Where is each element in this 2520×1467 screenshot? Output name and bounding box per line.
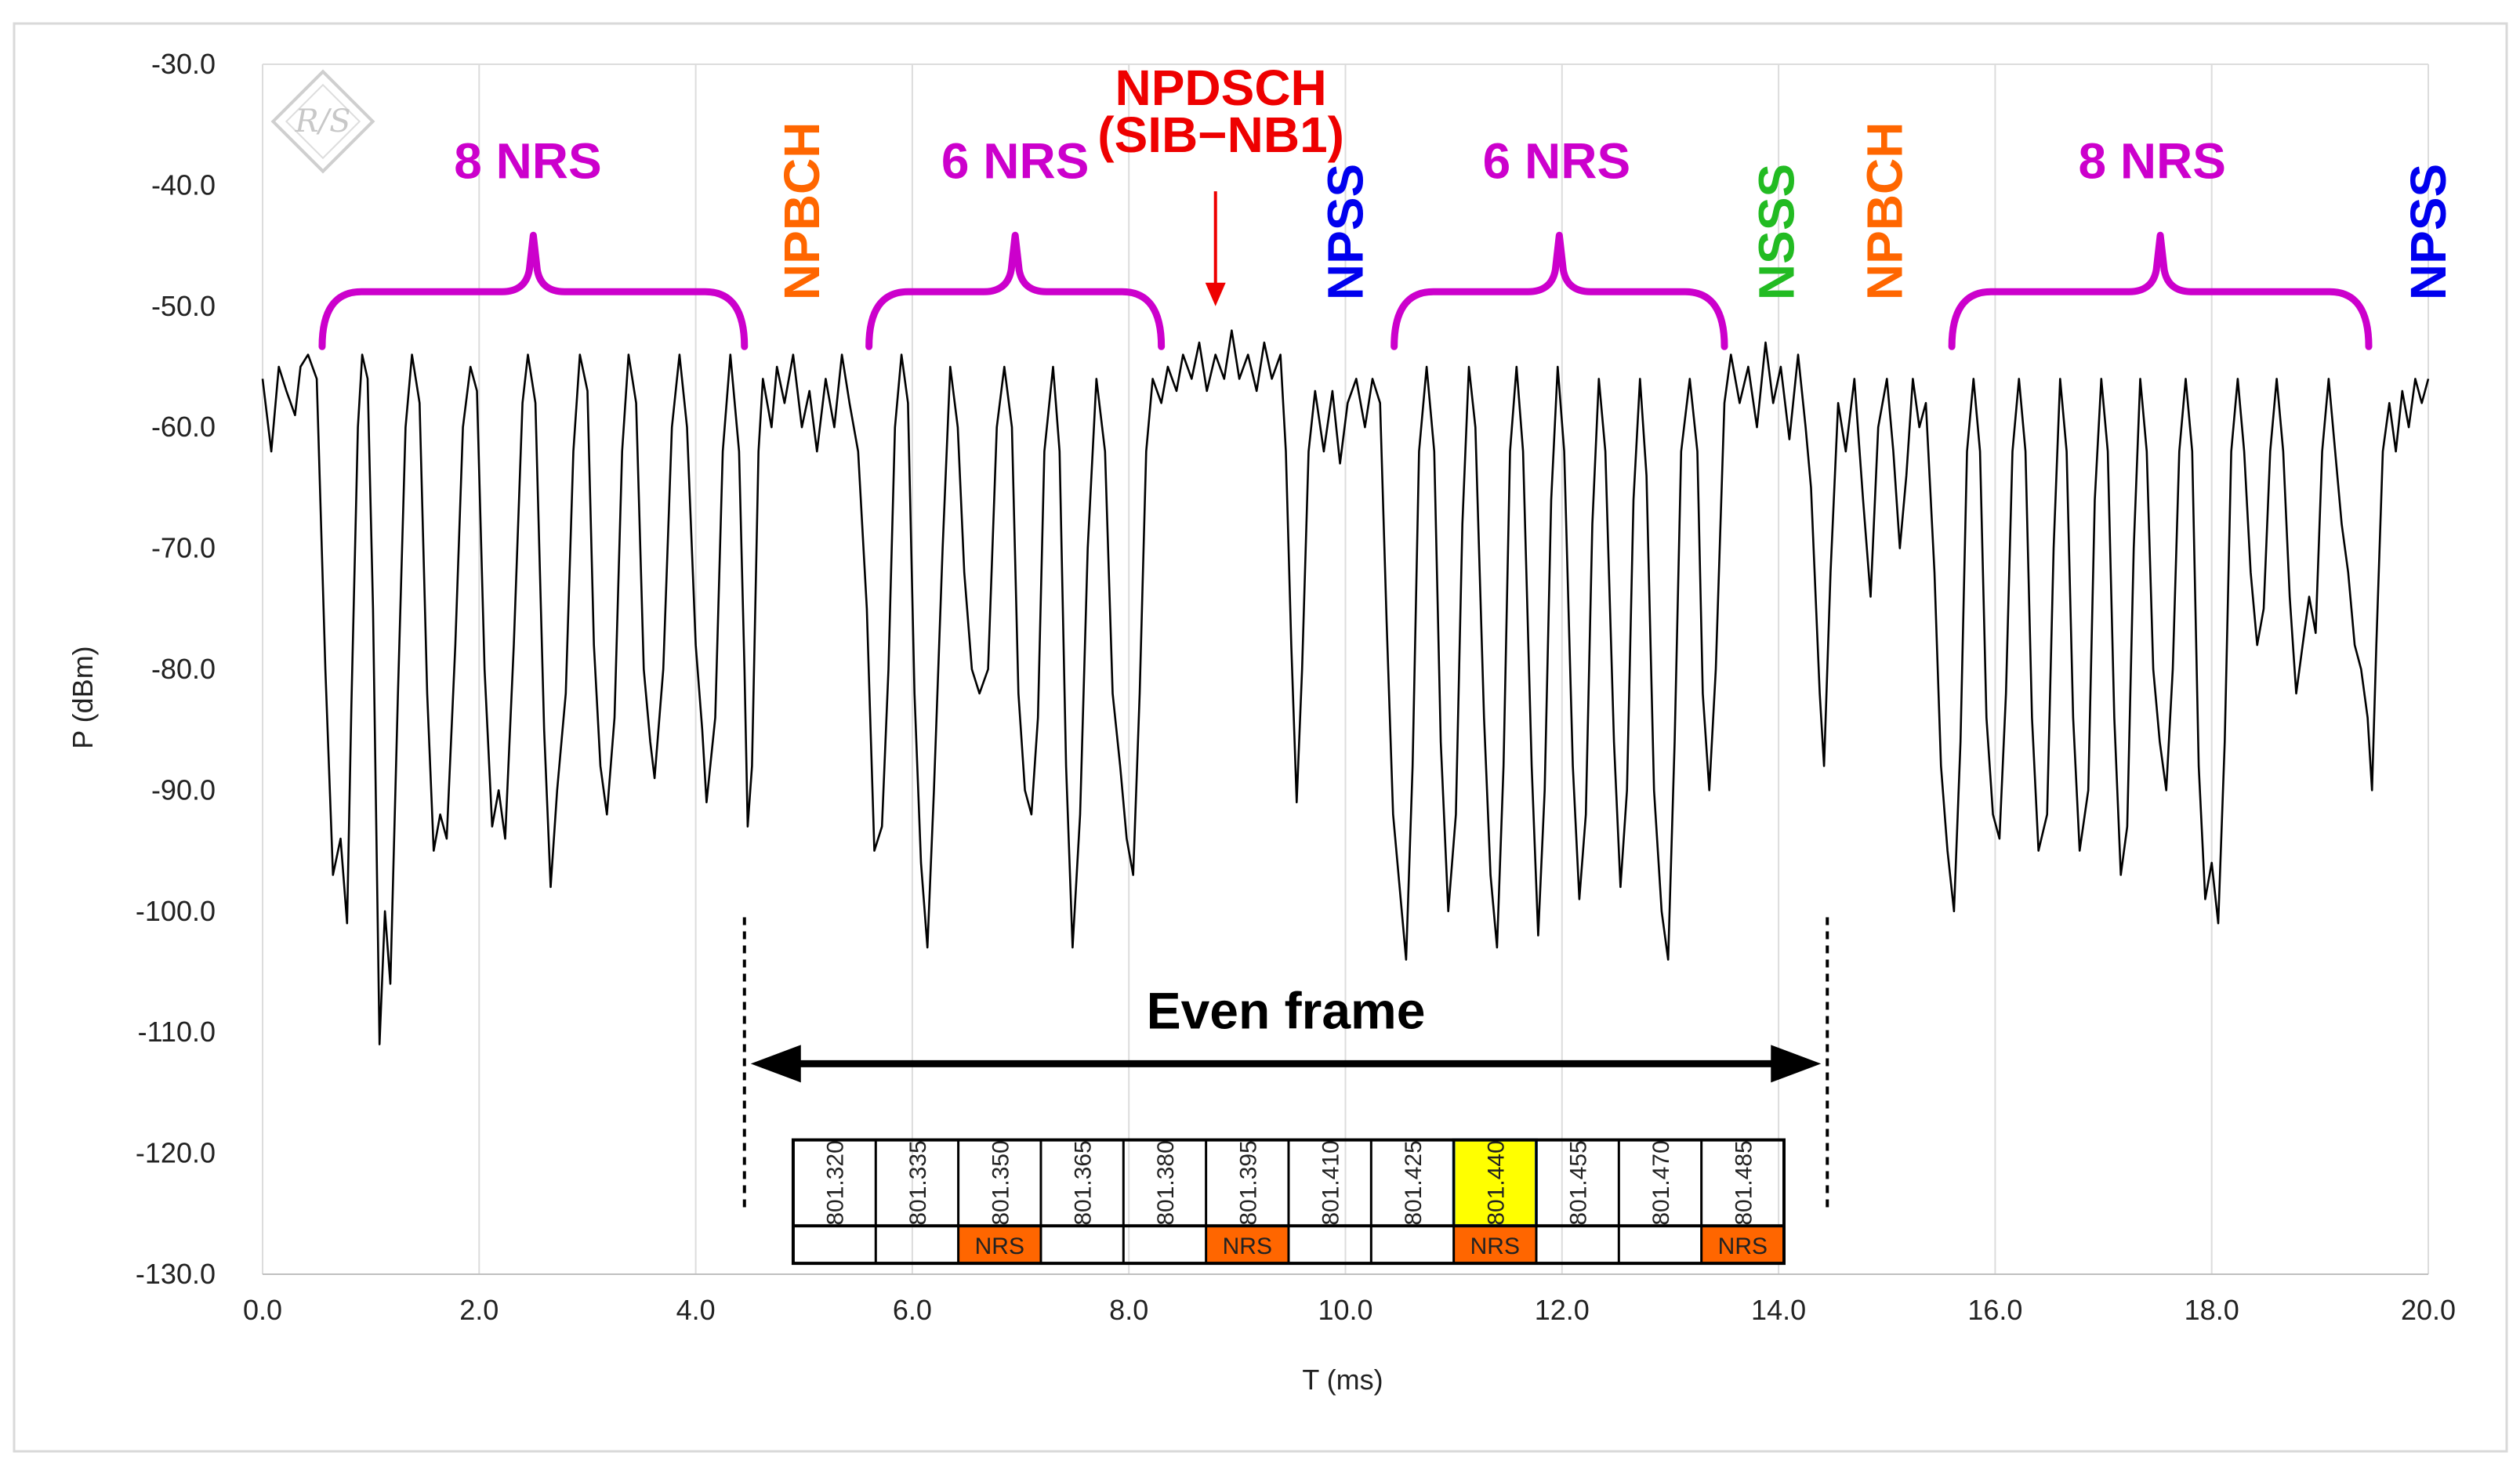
frequency-cell-label: 801.470 <box>1648 1140 1674 1225</box>
nrs-braces <box>318 231 2373 350</box>
nrs-count-label: 6 NRS <box>941 133 1090 190</box>
nrs-brace <box>1948 231 2373 350</box>
chart-border <box>13 22 2508 1453</box>
x-tick-label: 20.0 <box>2401 1294 2456 1326</box>
power-trace-line <box>261 329 2430 1045</box>
gridlines <box>262 63 2429 1275</box>
x-tick-label: 8.0 <box>1109 1294 1148 1326</box>
frequency-cell-label: 801.350 <box>988 1140 1013 1225</box>
frequency-cell-label: 801.365 <box>1071 1140 1097 1225</box>
nrs-cell <box>1453 1226 1536 1264</box>
y-tick-label: -130.0 <box>136 1258 216 1290</box>
npdsch-label: NPDSCH <box>1115 60 1327 116</box>
npdsch-arrow-head <box>1205 282 1226 306</box>
x-tick-label: 4.0 <box>676 1294 716 1326</box>
frequency-cell-label: 801.320 <box>823 1140 849 1225</box>
x-tick-label: 0.0 <box>243 1294 282 1326</box>
y-tick-label: -30.0 <box>151 48 216 80</box>
x-tick-label: 16.0 <box>1967 1294 2022 1326</box>
y-tick-label: -50.0 <box>151 290 216 322</box>
nrs-count-label: 8 NRS <box>454 133 602 190</box>
y-axis-ticks: -30.0 -40.0 -50.0 -60.0 -70.0 -80.0 -90.0 -100.… <box>136 48 216 1290</box>
x-tick-label: 12.0 <box>1535 1294 1590 1326</box>
y-tick-label: -60.0 <box>151 411 216 443</box>
x-tick-label: 2.0 <box>459 1294 499 1326</box>
even-frame-arrow-left <box>750 1045 801 1083</box>
frequency-cell-label: 801.395 <box>1235 1140 1261 1225</box>
nrs-cell-label: NRS <box>1223 1233 1272 1259</box>
x-tick-label: 18.0 <box>2185 1294 2239 1326</box>
channel-label: NSSS <box>1748 164 1804 300</box>
nrs-brace <box>318 231 749 350</box>
nrs-brace <box>865 231 1166 350</box>
frequency-cell-label: 801.380 <box>1153 1140 1179 1225</box>
y-tick-label: -100.0 <box>136 895 216 927</box>
nrs-cell <box>958 1226 1041 1264</box>
nrs-brace <box>1391 231 1728 350</box>
x-axis-ticks: 0.0 2.0 4.0 6.0 8.0 10.0 12.0 14.0 16.0 18.0 20.0 <box>243 1294 2456 1326</box>
frequency-table: 801.320 801.335 801.350 NRS 801.365 801.380 80… <box>791 1138 1786 1266</box>
rs-logo-watermark <box>270 69 375 174</box>
frequency-cell-label: 801.485 <box>1731 1140 1757 1225</box>
frequency-cell-label: 801.455 <box>1566 1140 1592 1225</box>
even-frame-arrow-right <box>1771 1045 1822 1083</box>
channel-label: NPSS <box>2400 164 2457 300</box>
nrs-cell-label: NRS <box>975 1233 1024 1259</box>
channel-label: NPBCH <box>774 122 830 301</box>
even-frame-marker: Even frame <box>742 917 1829 1208</box>
frequency-cell-label: 801.410 <box>1318 1140 1344 1225</box>
y-tick-label: -90.0 <box>151 773 216 806</box>
y-axis-title: P (dBm) <box>67 646 99 748</box>
frequency-cell-label: 801.335 <box>905 1140 931 1225</box>
nrs-cell-label: NRS <box>1718 1233 1768 1259</box>
nrs-count-label: 8 NRS <box>2078 133 2226 190</box>
channel-label: NPSS <box>1318 164 1374 300</box>
frequency-cell-label: 801.440 <box>1483 1140 1509 1225</box>
x-axis-title: T (ms) <box>1302 1364 1383 1396</box>
nrs-cell-label: NRS <box>1470 1233 1520 1259</box>
x-tick-label: 10.0 <box>1318 1294 1372 1326</box>
nrs-cell <box>1206 1226 1289 1264</box>
x-tick-label: 14.0 <box>1751 1294 1806 1326</box>
npdsch-label: (SIB−NB1) <box>1097 107 1344 163</box>
nrs-cell <box>1701 1226 1785 1264</box>
y-tick-label: -80.0 <box>151 653 216 685</box>
y-tick-label: -110.0 <box>138 1016 216 1048</box>
y-tick-label: -120.0 <box>136 1137 216 1169</box>
channel-label: NPBCH <box>1856 122 1913 301</box>
y-tick-label: -40.0 <box>151 168 216 201</box>
frequency-cell-label: 801.425 <box>1401 1140 1427 1225</box>
signal-annotations: 8 NRS 6 NRS 6 NRS 8 NRS NPBCH NPSS NSSS NPBCH NP… <box>454 60 2457 306</box>
x-tick-label: 6.0 <box>893 1294 932 1326</box>
y-tick-label: -70.0 <box>151 532 216 564</box>
rs-logo-text: R/S <box>295 103 351 139</box>
nrs-count-label: 6 NRS <box>1483 133 1631 190</box>
even-frame-label: Even frame <box>1147 981 1426 1039</box>
